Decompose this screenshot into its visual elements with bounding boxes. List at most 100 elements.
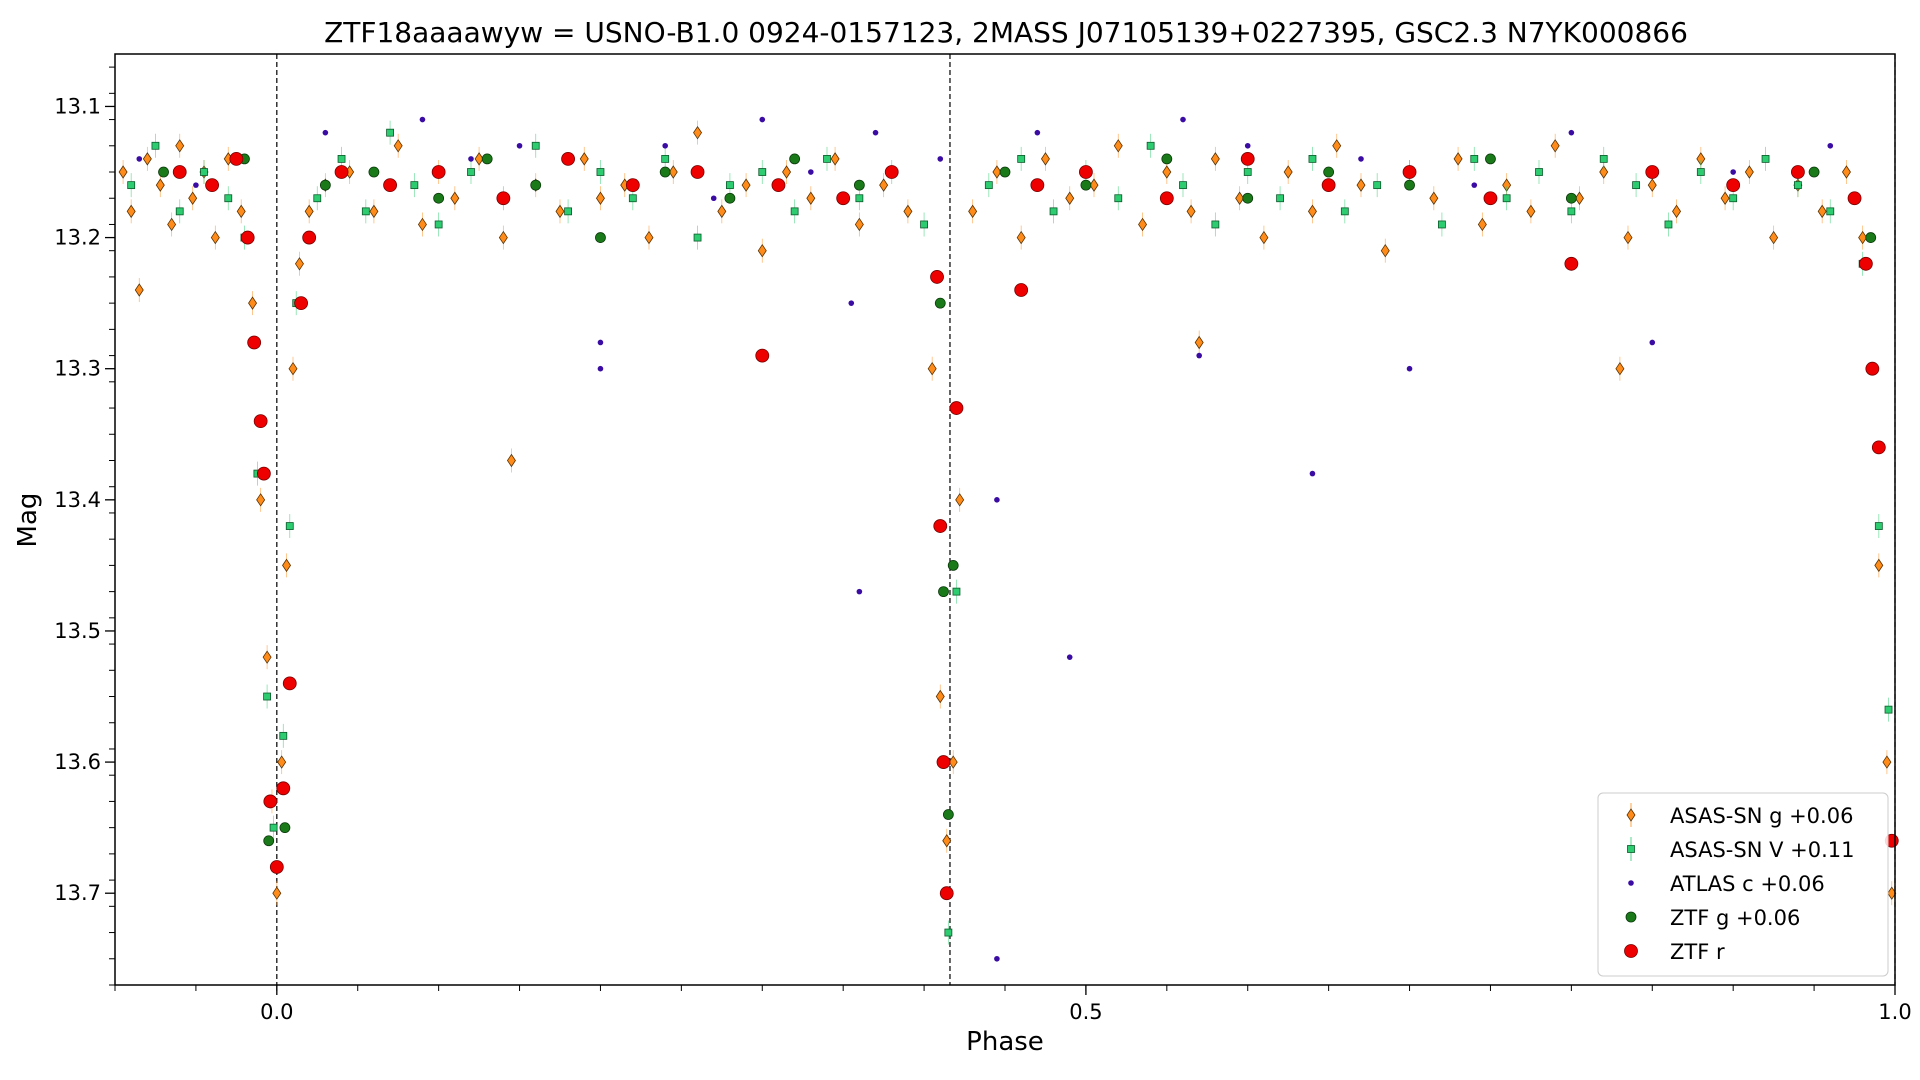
data-point <box>1014 283 1029 297</box>
data-point <box>294 257 304 271</box>
data-point <box>1308 155 1317 163</box>
data-point <box>741 178 751 192</box>
chart-title: ZTF18aaaawyw = USNO-B1.0 0924-0157123, 2… <box>324 16 1688 49</box>
data-point <box>1664 220 1673 229</box>
data-point <box>1858 230 1868 245</box>
data-point <box>263 794 278 809</box>
data-point <box>872 129 879 136</box>
data-point <box>1240 152 1255 166</box>
data-point <box>1146 141 1155 150</box>
data-point <box>262 650 272 664</box>
data-point <box>1791 165 1805 179</box>
y-tick-label: 13.4 <box>54 488 101 512</box>
data-point <box>1649 339 1656 346</box>
data-point <box>506 453 516 468</box>
data-point <box>855 194 864 203</box>
data-point <box>1066 654 1073 660</box>
data-point <box>277 755 287 769</box>
data-point <box>272 886 282 900</box>
data-point <box>313 194 322 203</box>
data-point <box>1356 178 1366 192</box>
data-point <box>1034 129 1041 136</box>
data-point <box>193 182 199 188</box>
data-point <box>854 217 864 232</box>
data-point <box>1696 168 1705 176</box>
data-point <box>930 270 944 284</box>
data-point <box>1242 192 1254 204</box>
data-point <box>1535 168 1543 176</box>
data-point <box>383 178 397 193</box>
data-point <box>758 168 767 176</box>
data-point <box>759 116 766 123</box>
y-tick-label: 13.2 <box>54 226 101 250</box>
data-point <box>1847 191 1862 206</box>
data-point <box>474 152 484 166</box>
data-point <box>597 365 604 372</box>
data-point <box>205 178 219 193</box>
data-point <box>1599 155 1608 163</box>
data-point <box>955 493 965 507</box>
data-point <box>1858 256 1873 271</box>
data-point <box>693 125 703 140</box>
data-point <box>1438 220 1446 229</box>
data-point <box>1672 204 1682 219</box>
data-point <box>433 192 445 204</box>
data-point <box>1477 217 1487 232</box>
data-point <box>481 153 493 165</box>
data-point <box>417 217 427 232</box>
data-point <box>903 204 913 219</box>
data-point <box>1744 165 1754 179</box>
data-point <box>830 152 840 166</box>
data-point <box>304 204 314 219</box>
legend-marker <box>1628 880 1634 886</box>
data-point <box>337 155 346 163</box>
legend-label: ZTF r <box>1670 940 1725 964</box>
data-point <box>1186 204 1196 219</box>
data-point <box>789 153 801 165</box>
data-point <box>927 361 937 376</box>
data-point <box>155 178 165 192</box>
data-point <box>994 497 1000 503</box>
data-point <box>1016 230 1026 245</box>
data-point <box>253 414 268 429</box>
data-point <box>1114 194 1123 203</box>
data-point <box>1194 335 1204 350</box>
data-point <box>710 195 717 202</box>
data-point <box>1485 153 1496 165</box>
data-point <box>1865 361 1880 376</box>
data-point <box>256 466 271 481</box>
data-point <box>516 142 523 149</box>
data-point <box>939 886 954 901</box>
data-point <box>1080 179 1092 191</box>
data-point <box>361 207 370 216</box>
data-point <box>434 220 443 229</box>
data-point <box>282 676 297 691</box>
data-point <box>531 141 540 150</box>
data-point <box>596 168 605 176</box>
data-point <box>690 165 705 179</box>
data-point <box>224 194 233 203</box>
data-point <box>1309 470 1316 477</box>
data-point <box>210 230 220 245</box>
y-tick-label: 13.3 <box>54 357 101 381</box>
data-point <box>468 156 474 162</box>
data-point <box>393 139 403 153</box>
data-point <box>1730 169 1736 175</box>
data-point <box>920 220 928 229</box>
data-point <box>1882 755 1892 769</box>
data-point <box>1049 207 1058 216</box>
data-point <box>126 204 136 219</box>
data-point <box>1865 232 1877 243</box>
data-point <box>285 522 294 530</box>
y-tick-label: 13.7 <box>54 881 101 905</box>
data-point <box>368 166 380 178</box>
y-tick-label: 13.1 <box>54 94 101 118</box>
data-point <box>1017 155 1026 163</box>
data-point <box>1794 181 1802 190</box>
x-tick-label: 1.0 <box>1878 1000 1911 1024</box>
data-point <box>530 179 542 191</box>
x-tick-label: 0.0 <box>260 1000 293 1024</box>
data-point <box>1243 168 1252 176</box>
data-point <box>994 955 1000 962</box>
data-point <box>853 179 865 191</box>
